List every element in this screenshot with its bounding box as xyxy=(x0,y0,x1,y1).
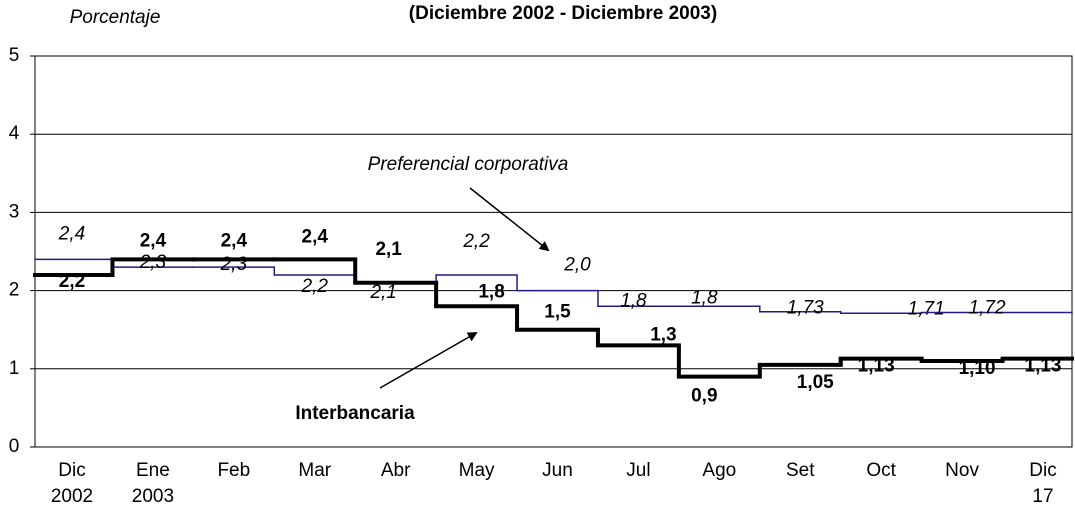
x-tick-label: Abr xyxy=(380,460,411,481)
data-label: 2,4 xyxy=(140,230,167,251)
data-label: 2,1 xyxy=(369,282,396,303)
y-tick-label: 4 xyxy=(9,123,20,144)
x-tick-label: Oct xyxy=(866,460,896,481)
data-label: 2,2 xyxy=(59,271,85,292)
x-tick-label: Jun xyxy=(542,460,573,481)
x-tick-label: Mar xyxy=(298,460,332,481)
x-tick-label: Ene 2003 xyxy=(131,460,175,507)
y-tick-label: 0 xyxy=(9,436,20,457)
x-tick-label: May xyxy=(458,460,495,481)
y-tick-label: 1 xyxy=(9,358,20,379)
x-tick-label: Feb xyxy=(217,460,251,481)
x-tick-label: Dic 2002 xyxy=(50,460,94,507)
series-label: Preferencial corporativa xyxy=(368,154,569,175)
data-label: 2,1 xyxy=(375,239,402,260)
data-label: 1,10 xyxy=(959,358,996,379)
plot-area xyxy=(34,55,1073,448)
data-label: 1,8 xyxy=(691,287,718,308)
arrow xyxy=(379,332,478,389)
data-label: 1,73 xyxy=(787,298,824,319)
data-label: 1,8 xyxy=(478,281,504,302)
data-label: 1,13 xyxy=(1025,356,1062,377)
data-label: 2,2 xyxy=(301,276,329,297)
y-tick-label: 5 xyxy=(9,45,20,66)
data-label: 1,8 xyxy=(620,290,647,311)
data-label: 2,4 xyxy=(221,230,248,251)
x-tick-label: Jul xyxy=(626,460,651,481)
data-label: 0,9 xyxy=(691,386,717,407)
data-label: 2,2 xyxy=(462,231,490,252)
arrow xyxy=(469,187,550,252)
x-tick-label: Ago xyxy=(702,460,737,481)
data-label: 1,05 xyxy=(797,372,834,393)
data-label: 1,72 xyxy=(969,298,1006,319)
data-label: 2,3 xyxy=(220,254,248,275)
chart-title: (Diciembre 2002 - Diciembre 2003) xyxy=(409,3,717,24)
data-label: 1,71 xyxy=(908,298,945,319)
y-tick-label: 2 xyxy=(9,280,20,301)
series-label: Interbancaria xyxy=(295,403,415,424)
data-label: 2,4 xyxy=(58,223,85,244)
data-label: 1,5 xyxy=(544,302,571,323)
data-label: 1,13 xyxy=(858,356,895,377)
x-tick-label: Nov xyxy=(945,460,979,481)
x-tick-label: Dic 17 xyxy=(1029,460,1057,507)
data-label: 1,3 xyxy=(650,324,676,345)
y-tick-label: 3 xyxy=(9,201,20,222)
x-tick-label: Set xyxy=(785,460,815,481)
data-label: 2,3 xyxy=(139,252,167,273)
data-label: 2,0 xyxy=(563,255,591,276)
data-label: 2,4 xyxy=(302,226,329,247)
y-axis-label: Porcentaje xyxy=(70,7,161,28)
